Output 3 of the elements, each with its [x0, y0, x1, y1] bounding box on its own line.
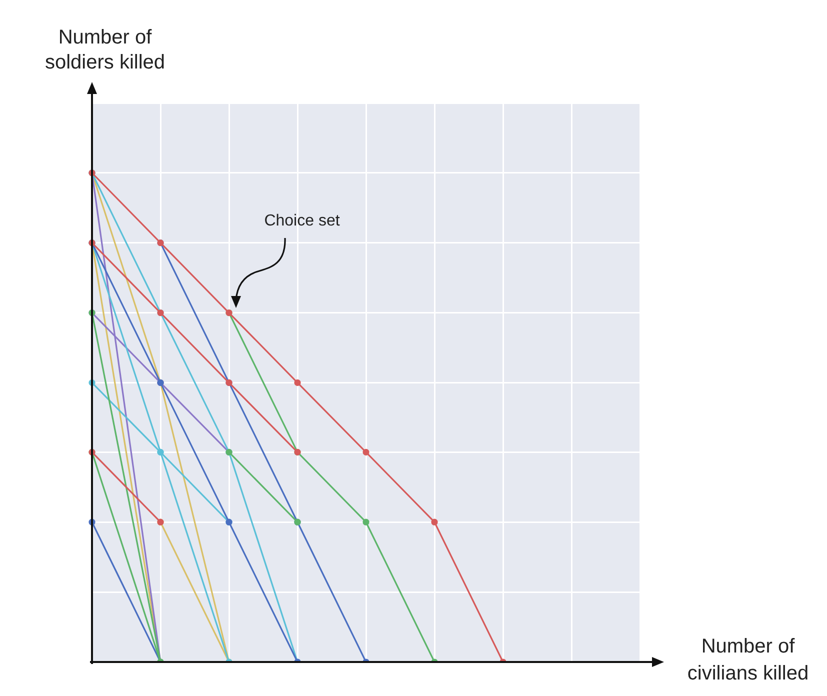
x-axis-title: Number of civilians killed — [687, 636, 809, 685]
annotation: Choice set — [264, 212, 340, 230]
y-axis-title: Number of soldiers killed — [44, 26, 166, 74]
